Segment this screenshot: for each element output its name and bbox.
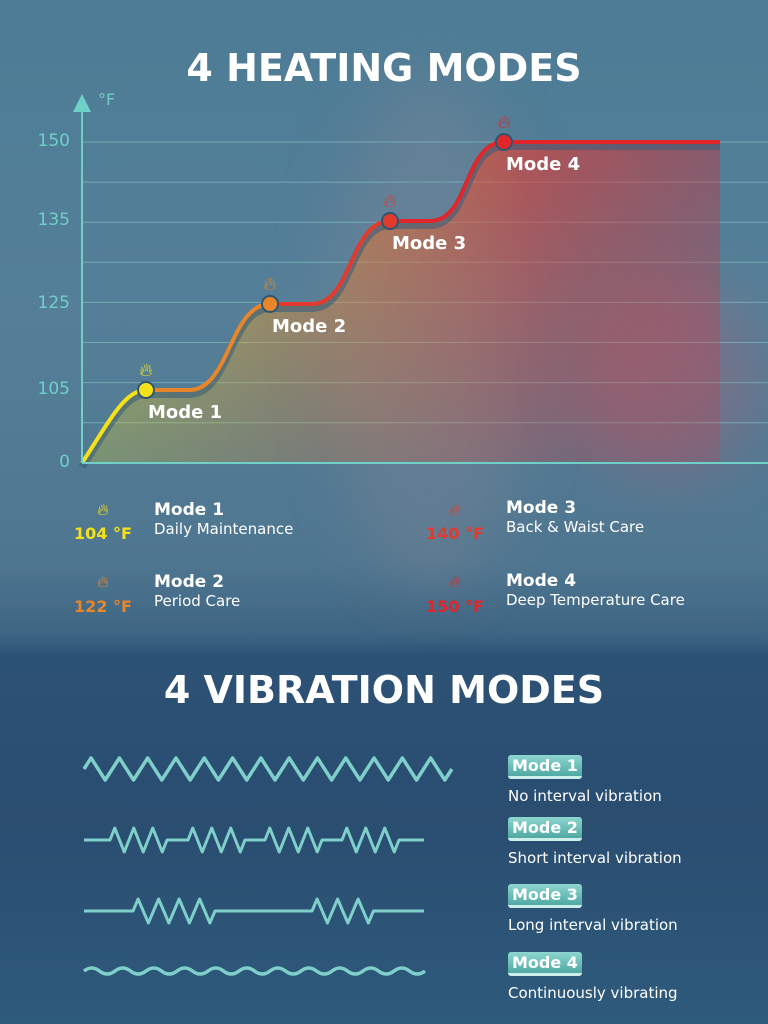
y-axis-arrow-icon (73, 94, 91, 112)
legend-name: Mode 4 (506, 571, 577, 591)
mode-point (261, 295, 279, 313)
legend-item: Mode 1 Daily Maintenance (154, 500, 293, 538)
mode-point-label: Mode 1 (148, 402, 223, 423)
legend-desc: Back & Waist Care (506, 518, 645, 536)
flame-icon: 🔥︎ (97, 500, 109, 519)
mode-point (495, 133, 513, 151)
flame-icon: 🔥︎ (497, 112, 510, 133)
mode-badge: Mode 3 (508, 884, 582, 908)
legend-name: Mode 1 (154, 500, 225, 520)
vibration-title: 4 VIBRATION MODES (163, 668, 605, 712)
flame-icon: 🔥︎ (263, 274, 276, 295)
legend-desc: Deep Temperature Care (506, 591, 685, 609)
vibration-wave-mode-3 (84, 897, 424, 925)
mode-point (137, 381, 155, 399)
heating-title: 4 HEATING MODES (186, 46, 582, 90)
mode-desc: No interval vibration (508, 787, 662, 805)
mode-point-label: Mode 4 (506, 154, 581, 175)
vibration-mode-3: Mode 3 Long interval vibration (508, 884, 678, 934)
vibration-mode-2: Mode 2 Short interval vibration (508, 817, 682, 867)
heating-line-segment (270, 219, 391, 306)
mode-badge: Mode 1 (508, 755, 582, 779)
mode-desc: Continuously vibrating (508, 984, 678, 1002)
legend-temp: 150 °F (426, 597, 484, 616)
legend-item: Mode 2 Period Care (154, 572, 240, 610)
vibration-mode-1: Mode 1 No interval vibration (508, 755, 662, 805)
mode-badge: Mode 2 (508, 817, 582, 841)
heating-line-segment (390, 140, 505, 223)
flame-icon: 🔥︎ (449, 500, 461, 519)
legend-temp: 122 °F (74, 597, 132, 616)
vibration-wave-mode-2 (84, 826, 424, 854)
flame-icon: 🔥︎ (97, 572, 109, 591)
mode-badge: Mode 4 (508, 952, 582, 976)
heating-chart: 🔥︎ 🔥︎ 🔥︎ 🔥︎ (73, 94, 768, 470)
legend-item: Mode 3 Back & Waist Care (506, 498, 644, 536)
y-tick-label: 0 (59, 452, 70, 472)
mode-desc: Short interval vibration (508, 849, 682, 867)
mode-point (381, 212, 399, 230)
legend-temp: 104 °F (74, 524, 132, 543)
y-tick-label: 150 (37, 131, 70, 151)
y-axis-unit: °F (98, 90, 116, 109)
y-tick-label: 105 (37, 379, 70, 399)
flame-icon: 🔥︎ (383, 191, 396, 212)
mode-point-label: Mode 2 (272, 316, 347, 337)
legend-name: Mode 3 (506, 498, 577, 518)
legend-temp: 140 °F (426, 524, 484, 543)
vibration-mode-4: Mode 4 Continuously vibrating (508, 952, 678, 1002)
flame-icon: 🔥︎ (449, 572, 461, 591)
flame-icon: 🔥︎ (139, 360, 152, 381)
heating-line-segment (146, 302, 271, 392)
legend-item: Mode 4 Deep Temperature Care (506, 571, 685, 609)
vibration-wave-mode-4 (82, 966, 427, 976)
legend-desc: Daily Maintenance (154, 520, 294, 538)
y-tick-label: 125 (37, 293, 70, 313)
y-tick-label: 135 (37, 210, 70, 230)
heating-area (82, 142, 720, 463)
legend-desc: Period Care (154, 592, 241, 610)
mode-desc: Long interval vibration (508, 916, 678, 934)
legend-name: Mode 2 (154, 572, 225, 592)
vibration-wave-mode-1 (82, 756, 454, 782)
mode-point-label: Mode 3 (392, 233, 467, 254)
